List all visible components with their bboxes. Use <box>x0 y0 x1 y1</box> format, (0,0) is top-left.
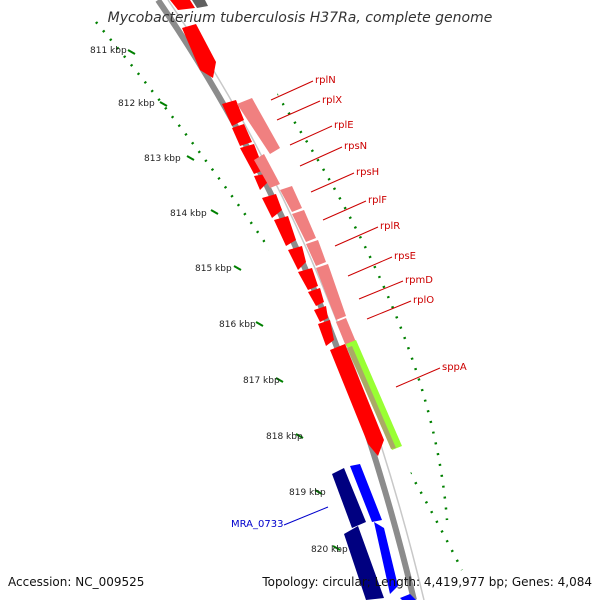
leader-line <box>322 200 367 221</box>
gene-label[interactable]: rplF <box>368 195 387 206</box>
tick-label: 816 kbp <box>219 320 256 330</box>
gene-label[interactable]: rpmD <box>405 275 433 286</box>
tick-label: 811 kbp <box>90 46 127 56</box>
gene-label[interactable]: MRA_0733 <box>231 519 283 530</box>
leader-line <box>299 146 343 167</box>
gene-label[interactable]: rplX <box>322 95 342 106</box>
gene-arrow[interactable] <box>318 320 334 346</box>
gene-track-forward <box>222 100 384 456</box>
gene-arrow[interactable] <box>332 468 366 528</box>
tick-label: 814 kbp <box>170 209 207 219</box>
gene-arrow[interactable] <box>222 100 244 126</box>
feature-block[interactable] <box>280 186 302 212</box>
tick-mark <box>275 377 284 383</box>
tick-label: 815 kbp <box>195 264 232 274</box>
gene-arrow[interactable] <box>232 124 252 146</box>
gene-arrow[interactable] <box>308 288 324 306</box>
genome-backbone-shadow <box>167 0 425 600</box>
gene-arrow[interactable] <box>350 464 382 522</box>
feature-block[interactable] <box>254 154 280 188</box>
accession-text: Accession: NC_009525 <box>8 575 144 589</box>
genome-summary-text: Topology: circular; Length: 4,419,977 bp… <box>261 575 592 589</box>
gene-arrow[interactable] <box>288 246 306 270</box>
tick-label: 820 kbp <box>311 545 348 555</box>
tick-mark <box>233 265 242 271</box>
gene-arrow[interactable] <box>298 268 318 290</box>
feature-block[interactable] <box>292 210 316 242</box>
gene-arrow[interactable] <box>192 0 208 8</box>
tick-mark <box>159 101 168 107</box>
tick-mark <box>295 433 304 439</box>
tick-labels: 811 kbp 812 kbp 813 kbp 814 kbp 815 kbp … <box>90 46 348 555</box>
gene-label[interactable]: rplR <box>380 221 400 232</box>
leader-line <box>289 125 333 146</box>
tick-mark <box>314 489 323 495</box>
tick-label: 817 kbp <box>243 376 280 386</box>
feature-block[interactable] <box>306 240 326 266</box>
leader-line <box>276 100 321 121</box>
tick-marks <box>127 49 341 551</box>
feature-block[interactable] <box>336 318 356 346</box>
gene-arrow[interactable] <box>400 594 416 600</box>
gene-track-top <box>170 0 216 78</box>
gene-label-leaders <box>270 80 441 526</box>
gene-arrow[interactable] <box>182 24 216 78</box>
tick-label: 813 kbp <box>144 154 181 164</box>
tick-label: 812 kbp <box>118 99 155 109</box>
leader-line <box>310 172 355 193</box>
tick-mark <box>332 545 341 551</box>
leader-line <box>334 226 379 247</box>
tick-mark <box>210 209 219 215</box>
gene-track-outer <box>237 98 402 450</box>
gene-label[interactable]: rpsE <box>394 251 416 262</box>
feature-block-olive <box>347 346 396 449</box>
gene-arrow[interactable] <box>330 344 384 456</box>
gene-label[interactable]: sppA <box>442 362 467 373</box>
gene-label[interactable]: rpsN <box>344 141 367 152</box>
tick-label: 819 kbp <box>289 488 326 498</box>
gene-arrow[interactable] <box>374 522 398 594</box>
map-title: Mycobacterium tuberculosis H37Ra, comple… <box>108 10 493 26</box>
gene-labels: rplN rplX rplE rpsN rpsH rplF rplR rpsE … <box>231 75 467 530</box>
gene-arrow[interactable] <box>314 306 328 322</box>
gene-arrow[interactable] <box>170 0 195 10</box>
gene-label[interactable]: rplE <box>334 120 354 131</box>
gene-arrow[interactable] <box>344 526 384 600</box>
gene-label[interactable]: rplN <box>315 75 336 86</box>
tick-label: 818 kbp <box>266 432 303 442</box>
leader-line <box>270 80 314 101</box>
gene-label[interactable]: rpsH <box>356 167 379 178</box>
leader-line <box>358 280 404 300</box>
feature-block[interactable] <box>237 98 280 154</box>
genome-strip-band <box>150 0 440 600</box>
tick-mark <box>127 49 136 55</box>
leader-line <box>283 506 329 526</box>
tick-mark <box>186 155 195 161</box>
gene-label[interactable]: rplO <box>413 295 434 306</box>
leader-line <box>366 300 412 320</box>
gene-arrow[interactable] <box>262 194 282 218</box>
leader-line <box>347 256 393 277</box>
gene-arrow[interactable] <box>274 216 296 246</box>
tick-mark <box>255 321 264 327</box>
leader-line <box>395 367 441 388</box>
feature-block[interactable] <box>316 264 346 320</box>
gene-track-reverse <box>332 464 416 600</box>
